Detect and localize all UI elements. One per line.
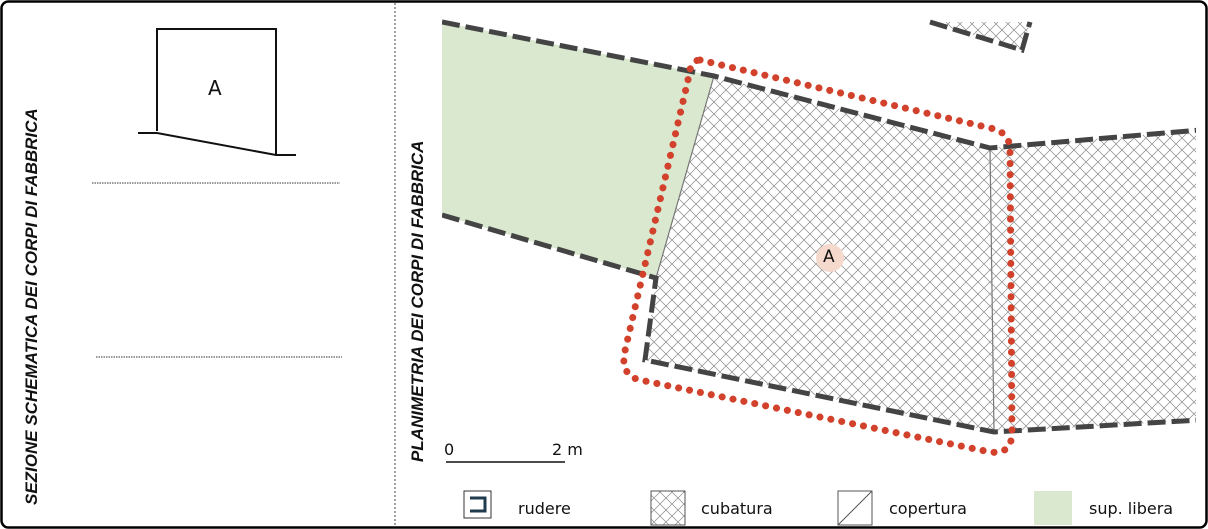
sup-libera-swatch — [1034, 491, 1072, 525]
section-sketch — [92, 28, 342, 358]
legend-label-copertura: copertura — [889, 499, 967, 518]
legend-symbols — [463, 490, 1072, 526]
highlight-outline — [620, 56, 1016, 456]
section-title: SEZIONE SCHEMATICA DEI CORPI DI FABBRICA — [22, 108, 41, 505]
plan-title: PLANIMETRIA DEI CORPI DI FABBRICA — [408, 140, 427, 462]
rudere-swatch — [463, 490, 492, 519]
legend-label-rudere: rudere — [518, 499, 571, 518]
section-label: A — [208, 76, 222, 100]
label-halo — [816, 244, 844, 272]
free-surface-area — [442, 22, 714, 278]
plan-map — [442, 19, 1196, 456]
scale-end-label: 2 m — [552, 440, 583, 459]
cubatura-swatch — [650, 490, 686, 526]
building-right-volume — [990, 130, 1196, 432]
rudere-symbol — [470, 496, 487, 513]
legend-label-cubatura: cubatura — [701, 499, 773, 518]
legend-label-sup-libera: sup. libera — [1089, 499, 1174, 518]
building-label: A — [823, 247, 835, 267]
scale-start-label: 0 — [444, 440, 455, 459]
